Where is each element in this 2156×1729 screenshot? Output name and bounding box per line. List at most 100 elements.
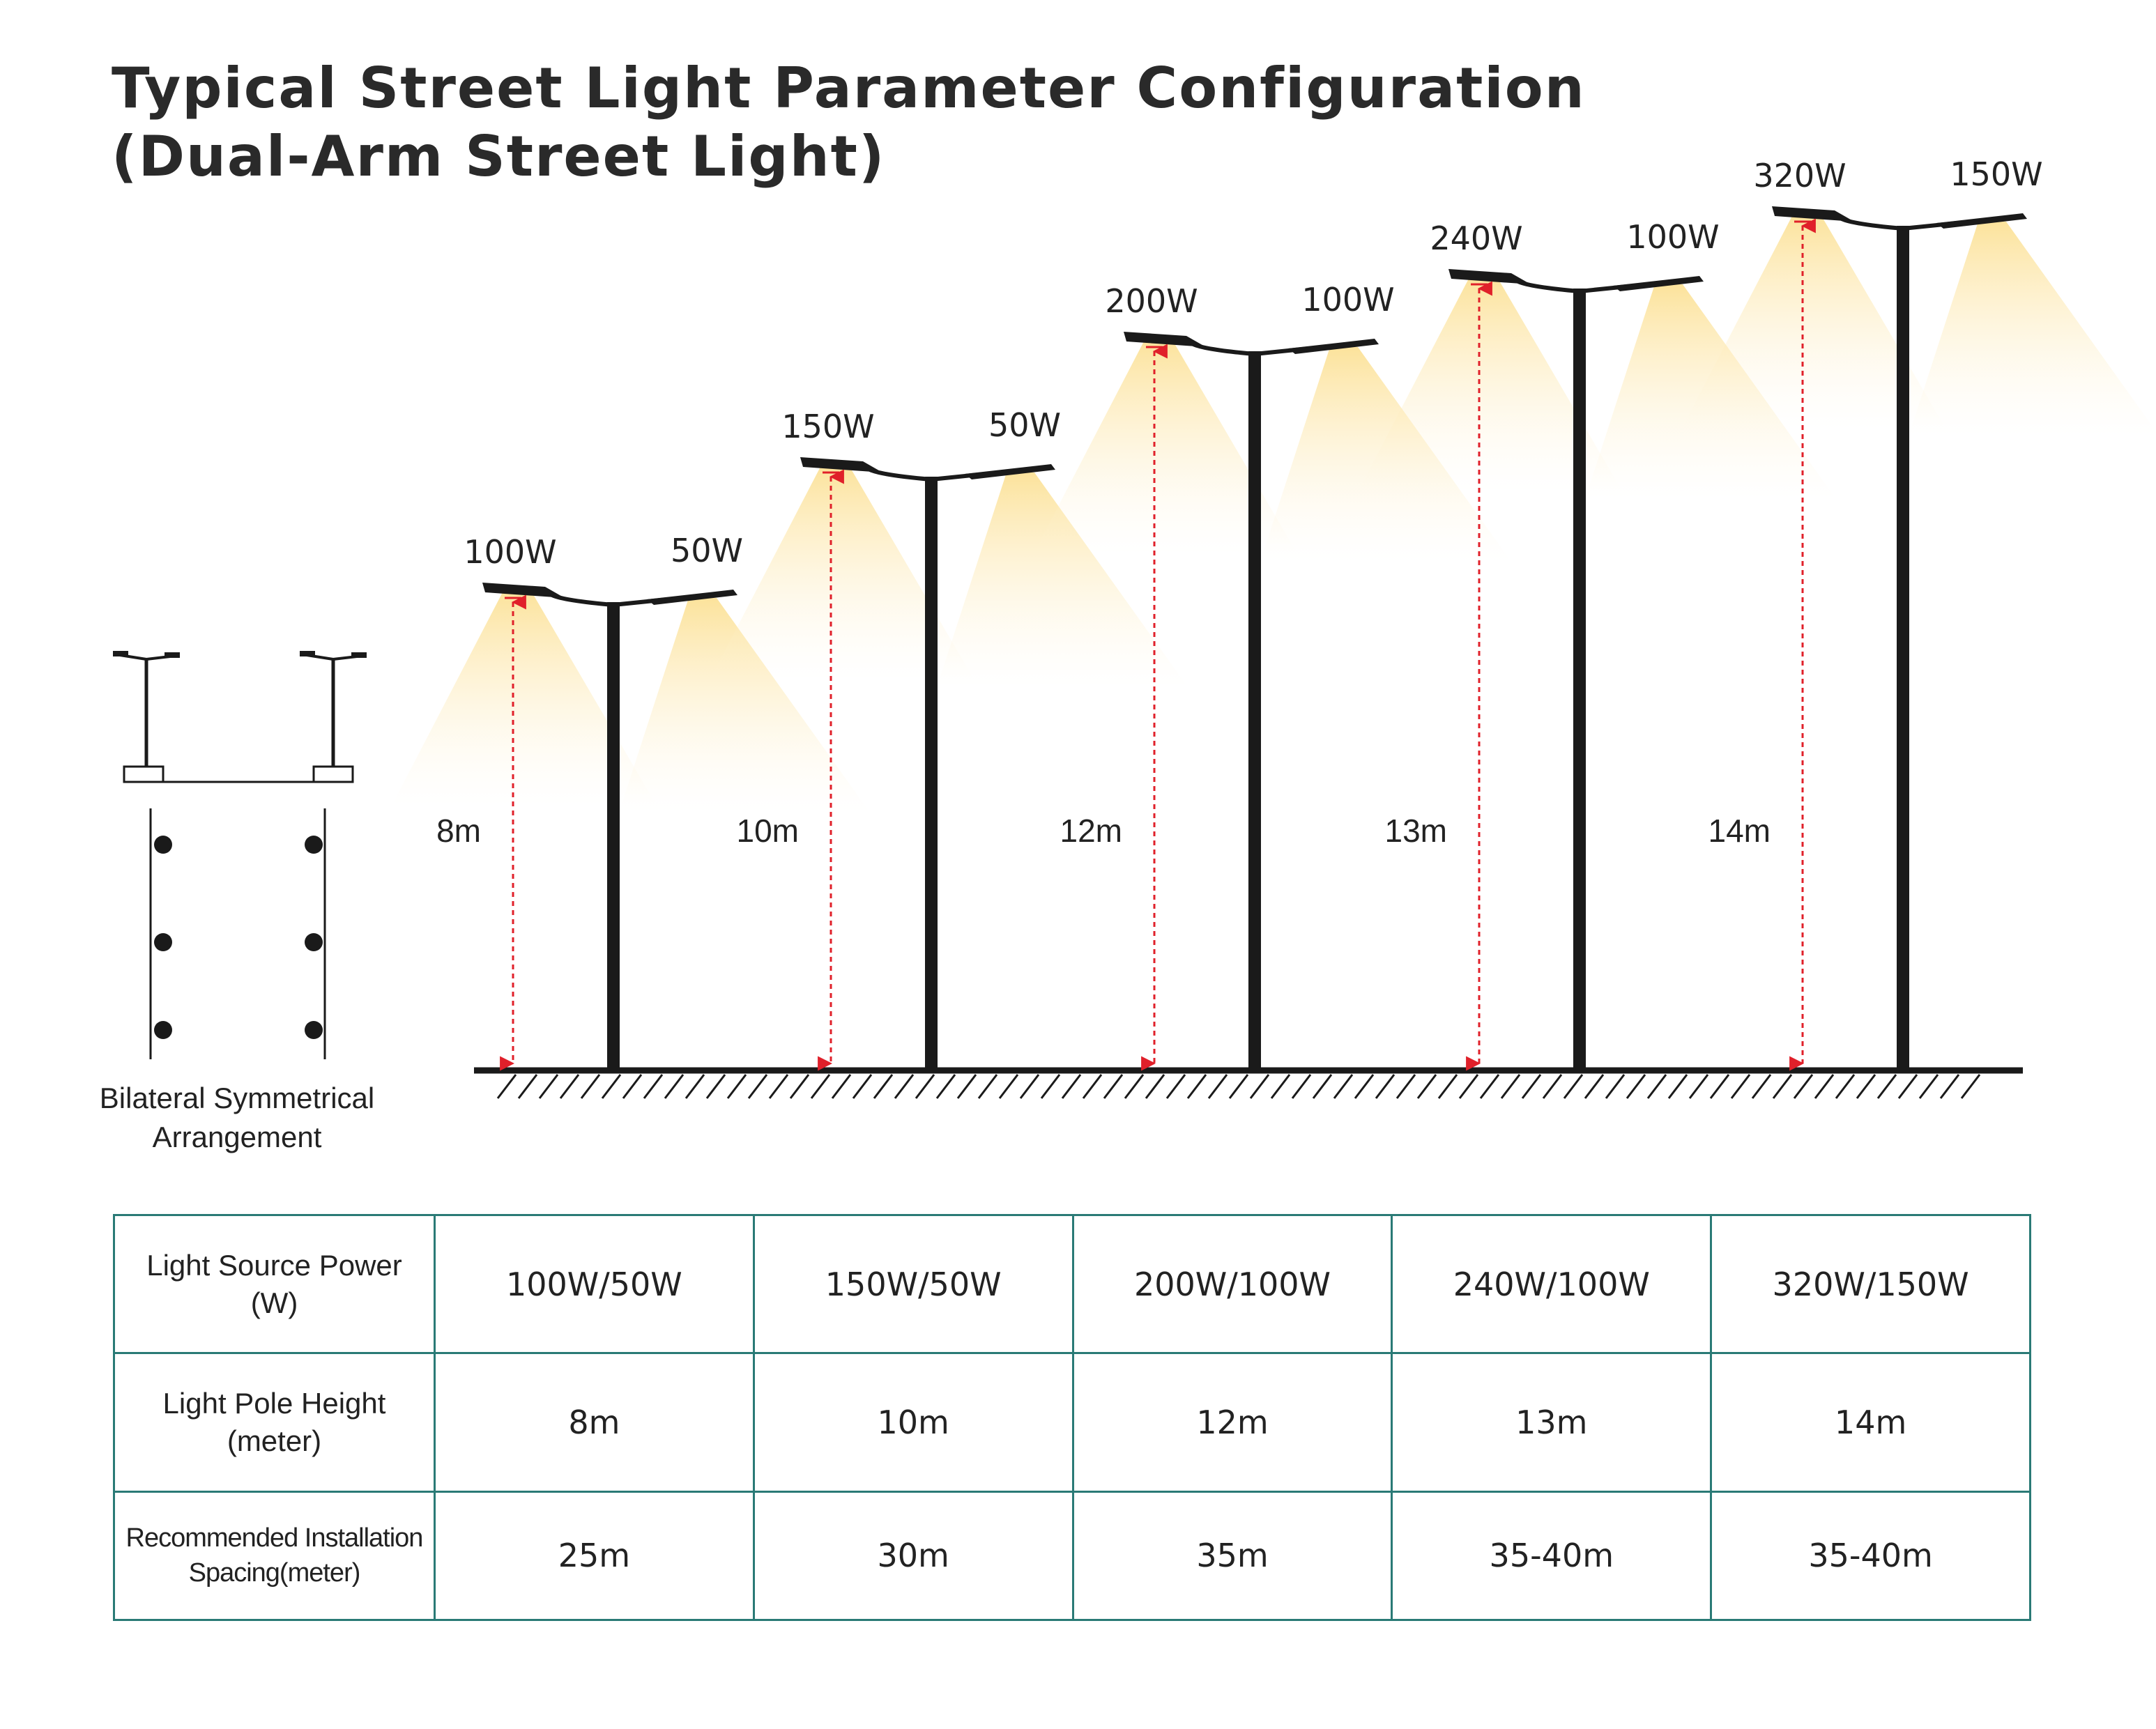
main-power-label: 320W bbox=[1753, 157, 1846, 194]
ground bbox=[474, 1067, 2023, 1099]
hatch-mark bbox=[1291, 1074, 1312, 1099]
table-cell: 12m bbox=[1071, 1352, 1393, 1493]
hatch-mark bbox=[935, 1074, 956, 1099]
ground-hatching bbox=[496, 1074, 1981, 1099]
hatch-mark bbox=[664, 1074, 685, 1099]
hatch-mark bbox=[1897, 1074, 1918, 1099]
secondary-power-label: 100W bbox=[1626, 218, 1719, 256]
hatch-mark bbox=[1040, 1074, 1061, 1099]
table-cell: 200W/100W bbox=[1071, 1213, 1393, 1355]
row-header-line: Light Pole Height bbox=[162, 1387, 386, 1420]
hatch-mark bbox=[1019, 1074, 1040, 1099]
hatch-mark bbox=[1667, 1074, 1688, 1099]
hatch-mark bbox=[1814, 1074, 1835, 1099]
title-line-2: (Dual-Arm Street Light) bbox=[112, 124, 886, 189]
hatch-mark bbox=[977, 1074, 998, 1099]
pole-shaft bbox=[1897, 226, 1909, 1070]
hatch-mark bbox=[1542, 1074, 1563, 1099]
lamp-head bbox=[1613, 276, 1704, 291]
hatch-mark bbox=[1960, 1074, 1981, 1099]
hatch-mark bbox=[1082, 1074, 1103, 1099]
row-header-line: Recommended Installation bbox=[125, 1523, 424, 1553]
hatch-mark bbox=[1165, 1074, 1186, 1099]
table-cell: 35-40m bbox=[1710, 1490, 2031, 1622]
lamp-head bbox=[1288, 339, 1379, 354]
light-position-dot bbox=[305, 1021, 323, 1039]
secondary-power-label: 50W bbox=[671, 532, 743, 569]
hatch-mark bbox=[705, 1074, 726, 1099]
height-label: 10m bbox=[737, 813, 799, 849]
hatch-mark bbox=[1939, 1074, 1960, 1099]
table-cell: 35-40m bbox=[1391, 1490, 1713, 1622]
hatch-mark bbox=[894, 1074, 915, 1099]
light-beam bbox=[937, 472, 1188, 687]
table-cell: 10m bbox=[752, 1352, 1074, 1493]
hatch-mark bbox=[496, 1074, 517, 1099]
hatch-mark bbox=[831, 1074, 852, 1099]
row-header-power: Light Source Power (W) bbox=[113, 1213, 436, 1355]
hatch-mark bbox=[1396, 1074, 1416, 1099]
table-cell: 8m bbox=[434, 1352, 755, 1493]
light-position-dot bbox=[154, 1021, 172, 1039]
lamp-head bbox=[800, 457, 882, 472]
table-cell: 150W/50W bbox=[752, 1213, 1074, 1355]
caption-line-2: Arrangement bbox=[152, 1121, 322, 1153]
hatch-mark bbox=[789, 1074, 810, 1099]
right-mini-pole bbox=[300, 651, 367, 767]
hatch-mark bbox=[1688, 1074, 1709, 1099]
table-cell: 320W/150W bbox=[1710, 1213, 2031, 1355]
hatch-mark bbox=[998, 1074, 1019, 1099]
hatch-mark bbox=[747, 1074, 768, 1099]
height-label: 12m bbox=[1060, 813, 1122, 849]
table-cell: 35m bbox=[1071, 1490, 1393, 1622]
hatch-mark bbox=[643, 1074, 664, 1099]
hatch-mark bbox=[1646, 1074, 1667, 1099]
secondary-power-label: 100W bbox=[1301, 281, 1394, 318]
hatch-mark bbox=[1437, 1074, 1458, 1099]
hatch-mark bbox=[1312, 1074, 1333, 1099]
row-header-line: Spacing(meter) bbox=[188, 1558, 361, 1588]
row-header-line: (meter) bbox=[227, 1424, 322, 1458]
lamp-head bbox=[965, 464, 1055, 479]
hatch-mark bbox=[1709, 1074, 1730, 1099]
hatch-mark bbox=[1270, 1074, 1291, 1099]
pole-shaft bbox=[607, 602, 620, 1070]
hatch-mark bbox=[685, 1074, 705, 1099]
hatch-mark bbox=[1479, 1074, 1500, 1099]
pole-shaft bbox=[1248, 351, 1261, 1070]
hatch-mark bbox=[1626, 1074, 1646, 1099]
hatch-mark bbox=[1563, 1074, 1584, 1099]
lamp-head bbox=[647, 590, 737, 605]
secondary-power-label: 50W bbox=[988, 406, 1061, 444]
pole-shaft bbox=[925, 477, 938, 1070]
hatch-mark bbox=[1354, 1074, 1375, 1099]
hatch-mark bbox=[538, 1074, 559, 1099]
table-cell: 240W/100W bbox=[1391, 1213, 1713, 1355]
arrangement-icon bbox=[113, 651, 367, 1059]
light-beam bbox=[1909, 222, 2156, 436]
pole-group: 100W 50W 8m 150W 50W 10m 200W 100W 12m 240W 100W 13… bbox=[392, 155, 2156, 1071]
light-position-dot bbox=[154, 933, 172, 951]
height-label: 8m bbox=[436, 813, 481, 849]
light-position-dot bbox=[154, 836, 172, 854]
table-row-power: Light Source Power (W) 100W/50W 150W/50W… bbox=[113, 1213, 2031, 1355]
hatch-mark bbox=[580, 1074, 601, 1099]
hatch-mark bbox=[873, 1074, 894, 1099]
hatch-mark bbox=[1856, 1074, 1876, 1099]
hatch-mark bbox=[1876, 1074, 1897, 1099]
pole-shaft bbox=[1573, 289, 1586, 1070]
hatch-mark bbox=[601, 1074, 622, 1099]
main-power-label: 200W bbox=[1105, 282, 1198, 320]
hatch-mark bbox=[1061, 1074, 1082, 1099]
hatch-mark bbox=[559, 1074, 580, 1099]
table-row-spacing: Recommended Installation Spacing(meter) … bbox=[113, 1490, 2031, 1622]
hatch-mark bbox=[956, 1074, 977, 1099]
lamp-head bbox=[1936, 213, 2027, 229]
hatch-mark bbox=[852, 1074, 873, 1099]
left-mini-pole bbox=[113, 651, 180, 767]
table-cell: 100W/50W bbox=[434, 1213, 755, 1355]
hatch-mark bbox=[1249, 1074, 1270, 1099]
height-label: 13m bbox=[1385, 813, 1447, 849]
hatch-mark bbox=[726, 1074, 747, 1099]
table-cell: 30m bbox=[752, 1490, 1074, 1622]
